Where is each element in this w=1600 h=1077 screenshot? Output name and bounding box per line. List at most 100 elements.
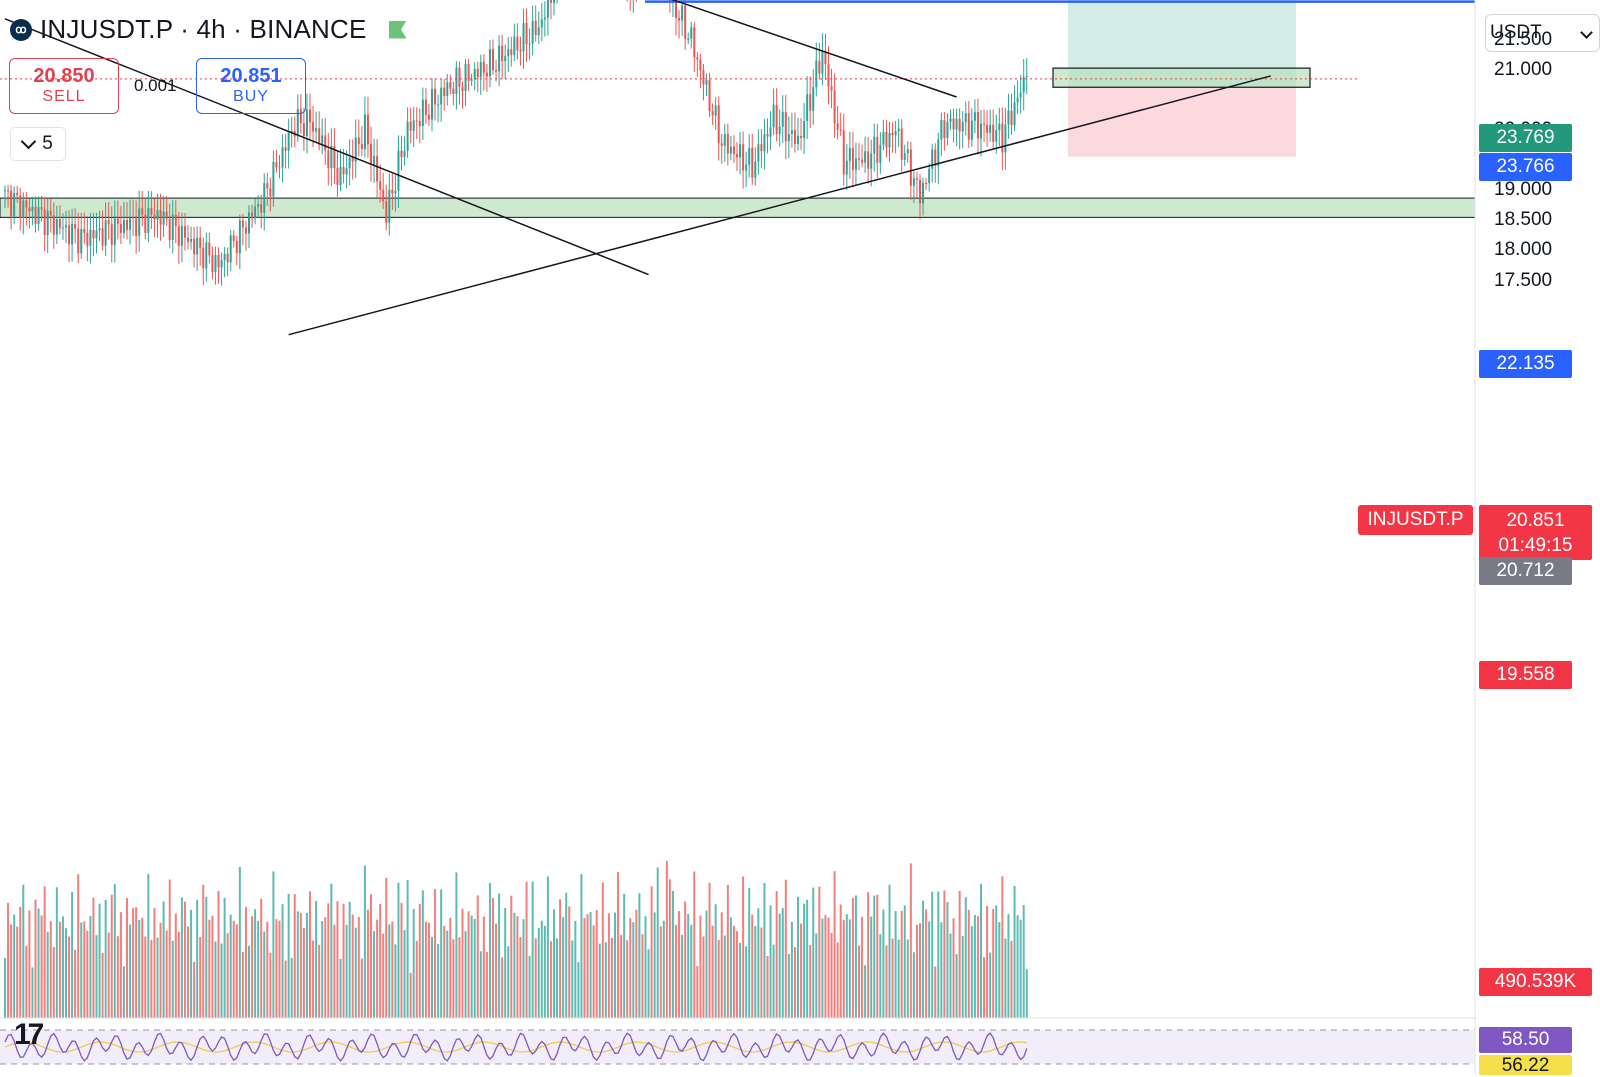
volume-bar [885, 945, 888, 1018]
candle [397, 135, 400, 208]
volume-bar [101, 952, 104, 1018]
volume-bar [251, 916, 254, 1018]
volume-bar [360, 958, 363, 1018]
candle [897, 118, 900, 147]
volume-bar [16, 926, 19, 1018]
candle [705, 73, 708, 97]
volume-bar [745, 946, 748, 1018]
candle [549, 0, 552, 20]
volume-bar [190, 909, 193, 1018]
volume-bar [848, 919, 851, 1018]
buy-button[interactable]: 20.851 BUY [196, 58, 306, 114]
candle [513, 23, 516, 61]
candle [37, 196, 40, 231]
candle [708, 72, 711, 118]
flag-icon[interactable] [388, 20, 407, 39]
volume-bar [421, 890, 424, 1018]
volume-bar [995, 905, 998, 1018]
volume-bar [949, 933, 952, 1018]
volume-bar [635, 909, 638, 1018]
resistance-2-label: 22.135 [1479, 350, 1572, 378]
candle [922, 177, 925, 216]
candle [790, 112, 793, 148]
currency-select[interactable]: USDT [1485, 14, 1600, 52]
candle [1022, 59, 1025, 111]
volume-bar [177, 931, 180, 1018]
volume-bar [565, 892, 568, 1018]
candle [693, 22, 696, 72]
volume-bar [443, 925, 446, 1018]
volume-bar [315, 900, 318, 1018]
price-tick-label: 18.500 [1494, 209, 1553, 231]
volume-bar [479, 951, 482, 1018]
volume-bar [772, 944, 775, 1018]
volume-bar [382, 933, 385, 1018]
candle [394, 175, 397, 212]
volume-bar [543, 925, 546, 1018]
candle [882, 119, 885, 151]
volume-bar [845, 914, 848, 1018]
candle [388, 173, 391, 236]
volume-bar [144, 936, 147, 1018]
candle [879, 132, 882, 174]
entry-level-label: 20.712 [1479, 557, 1572, 585]
candle [504, 44, 507, 80]
candle [135, 200, 138, 254]
candle [251, 204, 254, 228]
candle [333, 128, 336, 184]
volume-bar [827, 917, 830, 1018]
volume-bar [25, 945, 28, 1018]
volume-bar [623, 893, 626, 1018]
volume-bar [40, 915, 43, 1018]
sell-button[interactable]: 20.850 SELL [9, 58, 119, 114]
candle [485, 64, 488, 92]
candle [748, 134, 751, 178]
volume-bar [116, 936, 119, 1018]
candle [409, 107, 412, 144]
candle [159, 193, 162, 241]
volume-bar [787, 954, 790, 1018]
candle [89, 213, 92, 264]
chevron-down-icon [1580, 26, 1593, 39]
candle [516, 23, 519, 60]
candle [217, 247, 220, 284]
volume-bar [43, 886, 46, 1018]
volume-bar [10, 924, 13, 1018]
candle [257, 195, 260, 219]
volume-bar [321, 921, 324, 1018]
rsi-ma-line [4, 1041, 1027, 1053]
volume-bar [339, 959, 342, 1018]
volume-bar [104, 899, 107, 1018]
volume-bar [604, 942, 607, 1018]
candle [726, 123, 729, 166]
symbol-header[interactable]: ꝏ INJUSDT.P · 4h · BINANCE [10, 14, 407, 45]
trendline [671, 0, 957, 98]
volume-bar [915, 924, 918, 1018]
candle [528, 28, 531, 61]
candle [495, 59, 498, 82]
candle [482, 54, 485, 91]
volume-bar [290, 957, 293, 1018]
candle [205, 232, 208, 282]
candle [760, 129, 763, 169]
volume-bar [495, 923, 498, 1018]
price-tick-label: 19.000 [1494, 179, 1553, 201]
candle [223, 246, 226, 278]
volume-bar [153, 908, 156, 1018]
volume-bar [293, 894, 296, 1018]
volume-bar [684, 901, 687, 1018]
volume-bar [867, 892, 870, 1018]
candle [812, 69, 815, 125]
indicators-toggle-button[interactable]: 5 [10, 127, 66, 161]
volume-bar [653, 912, 656, 1018]
candle [421, 87, 424, 140]
volume-bar [1004, 938, 1007, 1018]
volume-label: 490.539K [1479, 968, 1592, 996]
candle [116, 200, 119, 240]
volume-bar [989, 952, 992, 1018]
candle [354, 119, 357, 178]
tradingview-logo-icon[interactable]: 17 [14, 1018, 44, 1051]
candle [43, 198, 46, 252]
volume-bar [937, 891, 940, 1018]
